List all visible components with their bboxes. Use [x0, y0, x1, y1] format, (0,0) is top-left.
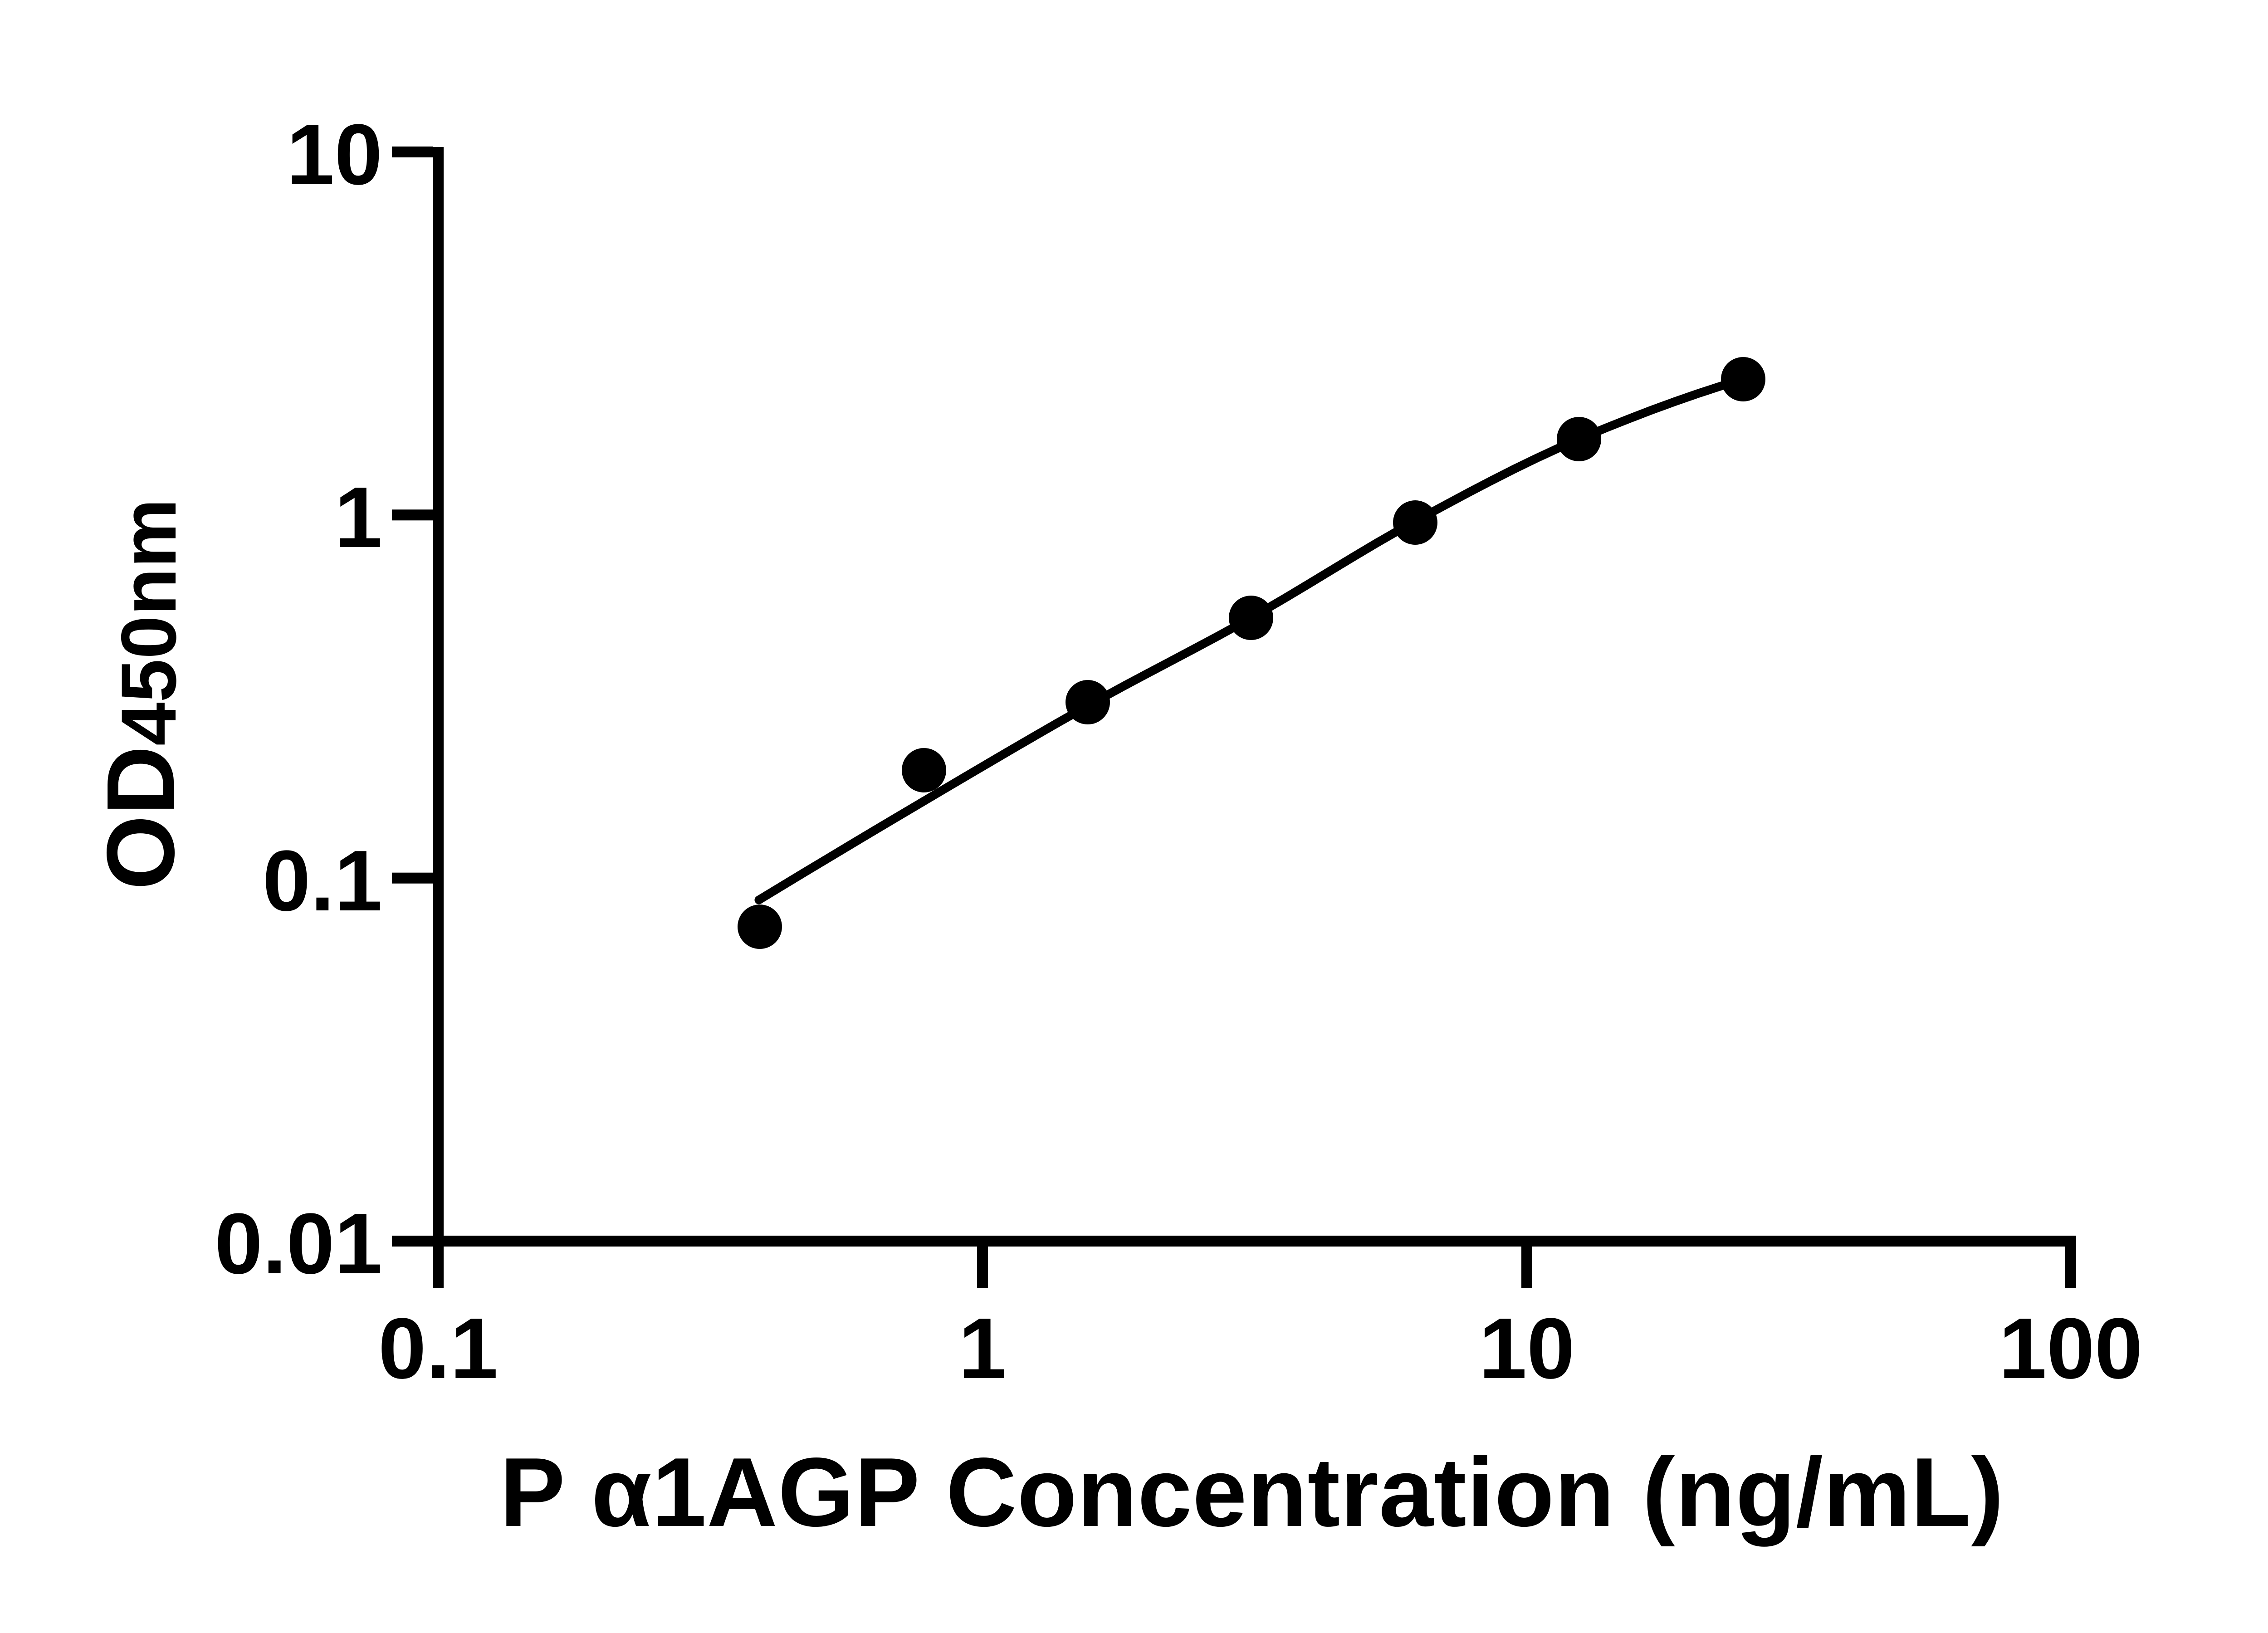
svg-text:1: 1 [958, 1301, 1007, 1397]
svg-text:1: 1 [334, 469, 382, 566]
svg-text:OD450nm: OD450nm [87, 499, 194, 890]
svg-text:10: 10 [287, 107, 382, 203]
svg-text:100: 100 [1999, 1301, 2142, 1397]
svg-text:10: 10 [1479, 1301, 1574, 1397]
svg-text:0.01: 0.01 [215, 1196, 382, 1292]
svg-text:P α1AGP Concentration (ng/mL): P α1AGP Concentration (ng/mL) [500, 1437, 2004, 1547]
svg-text:0.1: 0.1 [378, 1301, 498, 1397]
svg-text:0.1: 0.1 [263, 833, 382, 929]
